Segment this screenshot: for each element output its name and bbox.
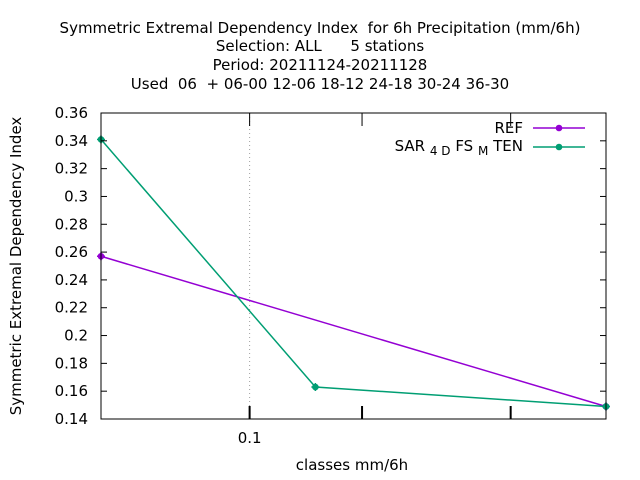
y-tick-label: 0.22 xyxy=(55,299,88,317)
y-tick-label: 0.18 xyxy=(55,354,88,372)
y-tick-label: 0.24 xyxy=(55,271,88,289)
legend-sar-part-1: SAR xyxy=(395,137,425,155)
y-tick-label: 0.32 xyxy=(55,160,88,178)
y-tick-label: 0.16 xyxy=(55,382,88,400)
chart-title-line-2: Selection: ALL 5 stations xyxy=(215,37,425,55)
y-tick-label: 0.26 xyxy=(55,243,88,261)
series-line-1 xyxy=(100,138,607,408)
legend-sar-part-2: FS xyxy=(455,137,473,155)
x-tick-label: 0.1 xyxy=(238,429,262,447)
chart-title-line-1: Symmetric Extremal Dependency Index for … xyxy=(59,19,581,37)
legend-label-sar: SAR 4 D FS M TEN xyxy=(395,137,523,159)
series-line-0 xyxy=(100,255,607,408)
series-layer xyxy=(97,135,610,411)
legend-sar-sub-1: 4 D xyxy=(430,144,451,158)
plot-frame xyxy=(100,112,607,420)
legend-sar-part-3: TEN xyxy=(492,137,523,155)
y-tick-label: 0.14 xyxy=(55,410,88,428)
y-tick-label: 0.34 xyxy=(55,132,88,150)
chart-title-line-4: Used 06 + 06-00 12-06 18-12 24-18 30-24 … xyxy=(130,75,510,93)
axis-layer: 0.14 0.16 0.18 0.2 0.22 0.24 0.26 0.28 0.3 0.32 0.… xyxy=(55,104,606,447)
legend: REF SAR 4 D FS M TEN xyxy=(395,119,585,159)
y-tick-label: 0.2 xyxy=(64,327,88,345)
y-tick-label: 0.3 xyxy=(64,187,88,205)
legend-label-ref: REF xyxy=(494,119,523,137)
legend-marker-0 xyxy=(555,124,563,132)
chart-title-line-3: Period: 20211124-20211128 xyxy=(212,56,428,74)
legend-marker-1 xyxy=(555,143,563,151)
y-tick-label: 0.36 xyxy=(55,104,88,122)
legend-sar-sub-2: M xyxy=(478,144,488,158)
y-tick-label: 0.28 xyxy=(55,215,88,233)
x-axis-label: classes mm/6h xyxy=(295,456,409,474)
